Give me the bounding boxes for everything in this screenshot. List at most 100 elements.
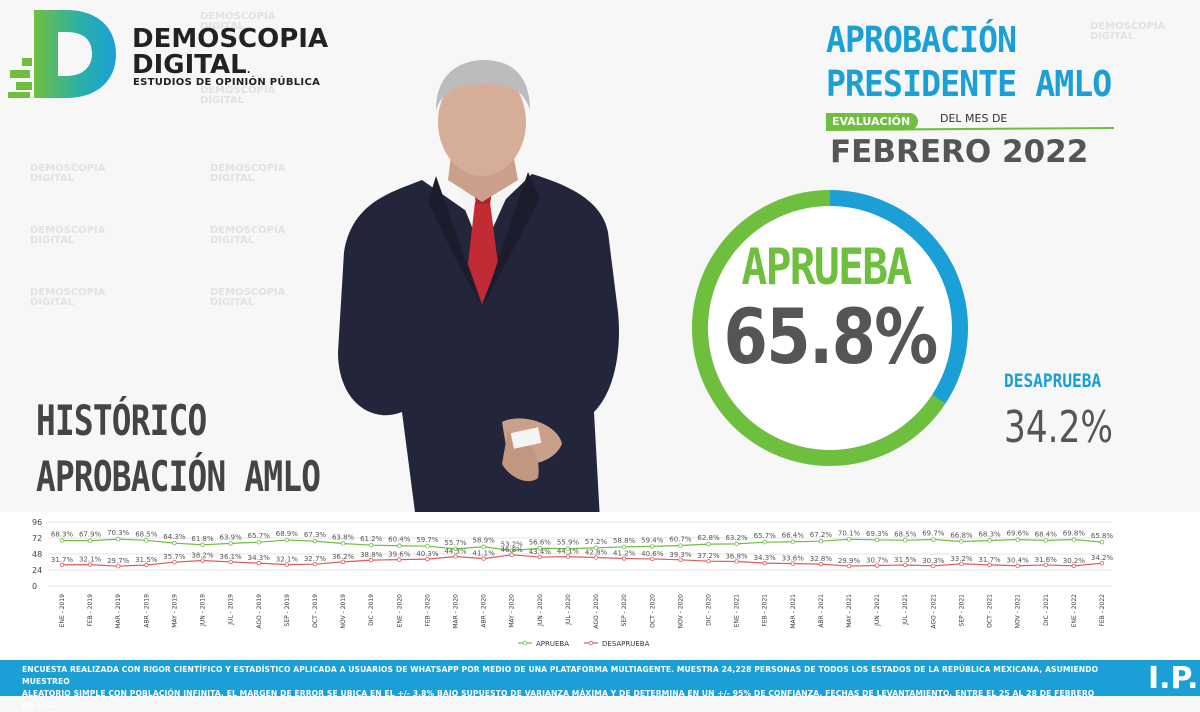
data-point [931,537,936,542]
data-point [903,538,908,543]
data-point [481,544,486,549]
data-point [228,541,233,546]
data-label: 55.7% [444,539,467,547]
data-label: 32.1% [276,556,299,564]
x-tick-label: ABR - 2021 [818,594,825,628]
y-tick-label: 0 [32,582,37,591]
data-label: 41.1% [472,550,495,558]
x-tick-label: ENE - 2020 [396,594,403,628]
data-label: 66.4% [782,532,805,540]
data-label: 38.8% [360,551,383,559]
brand-name-line1: DEMOSCOPIA [132,24,329,54]
data-label: 60.4% [388,536,411,544]
evaluation-period: FEBRERO 2022 [830,134,1089,170]
data-point [425,556,430,562]
legend-label: APRUEBA [536,640,569,648]
data-label: 41.2% [613,550,636,558]
data-point [116,564,121,569]
data-point [818,561,824,567]
data-point [734,541,739,547]
data-label: 62.8% [697,534,720,542]
x-tick-label: DIC - 2021 [1043,594,1050,626]
data-label: 30.2% [1063,557,1086,565]
data-label: 44.1% [557,548,580,556]
data-label: 34.3% [248,554,271,562]
data-point [397,543,402,548]
data-label: 68.4% [1035,530,1058,538]
approve-value: 65.8% [723,292,939,381]
data-label: 70.1% [838,529,861,537]
history-title-line1: HISTÓRICO [36,396,207,445]
data-point [200,558,205,563]
data-label: 36.8% [725,552,748,560]
data-label: 34.3% [754,554,777,562]
data-label: 69.7% [922,530,945,538]
data-label: 60.7% [669,536,692,544]
data-label: 32.8% [810,555,833,563]
data-point [87,538,93,543]
x-tick-label: ENE - 2019 [59,594,66,628]
data-point [621,556,627,561]
legend-label: DESAPRUEBA [602,640,650,648]
data-label: 36.1% [220,553,243,561]
data-label: 61.2% [360,535,383,543]
data-label: 34.2% [1091,554,1114,562]
data-label: 30.3% [922,557,945,565]
data-point [565,546,571,551]
x-tick-label: OCT - 2020 [649,594,656,628]
evaluation-suffix: DEL MES DE [940,112,1008,125]
data-label: 67.2% [810,531,833,539]
president-photo [338,60,619,520]
watermark-text: DEMOSCOPIA DIGITAL [210,287,286,308]
page-title-line2: PRESIDENTE AMLO [826,64,1112,105]
x-tick-label: MAR - 2020 [453,594,460,629]
series-line-desaprueba [61,554,1103,567]
data-point [931,563,936,568]
data-point [312,538,318,544]
x-tick-label: SEP - 2020 [621,594,628,627]
data-point [228,559,233,565]
data-label: 68.3% [51,530,74,538]
data-point [312,562,318,567]
data-point [116,536,121,542]
data-label: 53.2% [501,541,524,549]
data-label: 58.8% [613,537,636,545]
data-label: 61.8% [191,535,214,543]
data-point [874,563,880,568]
data-point [678,557,683,562]
data-point [172,540,177,546]
disapprove-label: DESAPRUEBA [1004,370,1102,392]
disapprove-value: 34.2% [1004,402,1114,453]
data-label: 68.9% [276,530,299,538]
x-tick-label: JUL - 2020 [565,594,572,626]
watermark-text: DEMOSCOPIA DIGITAL [210,225,286,246]
x-tick-label: MAR - 2019 [115,594,122,629]
x-tick-label: ENE - 2021 [734,594,741,628]
data-point [959,539,964,544]
data-label: 33.2% [950,555,973,563]
x-tick-label: AGO - 2020 [593,594,600,629]
data-label: 31.7% [978,556,1001,564]
x-tick-label: JUN - 2019 [200,594,207,627]
data-label: 56.6% [529,538,552,546]
x-tick-label: MAR - 2021 [790,594,797,629]
data-label: 30.7% [866,557,889,565]
data-point [818,539,824,544]
x-tick-label: JUN - 2021 [874,594,881,627]
data-label: 33.6% [782,555,805,563]
data-point [762,560,767,566]
data-label: 39.6% [388,551,411,559]
data-point [762,540,767,545]
data-point [509,548,514,553]
footer-disclaimer-line1: ENCUESTA REALIZADA CON RIGOR CIENTÍFICO … [22,665,1099,686]
data-point [790,539,796,544]
x-tick-label: FEB - 2020 [424,594,431,627]
data-label: 65.7% [754,532,777,540]
data-point [790,561,796,566]
history-title-line2: APROBACIÓN AMLO [36,452,321,501]
watermark-text: DEMOSCOPIA DIGITAL [200,85,276,106]
data-point [565,554,571,559]
data-point [621,544,627,549]
x-tick-label: JUN - 2020 [537,594,544,627]
data-point [481,556,486,561]
